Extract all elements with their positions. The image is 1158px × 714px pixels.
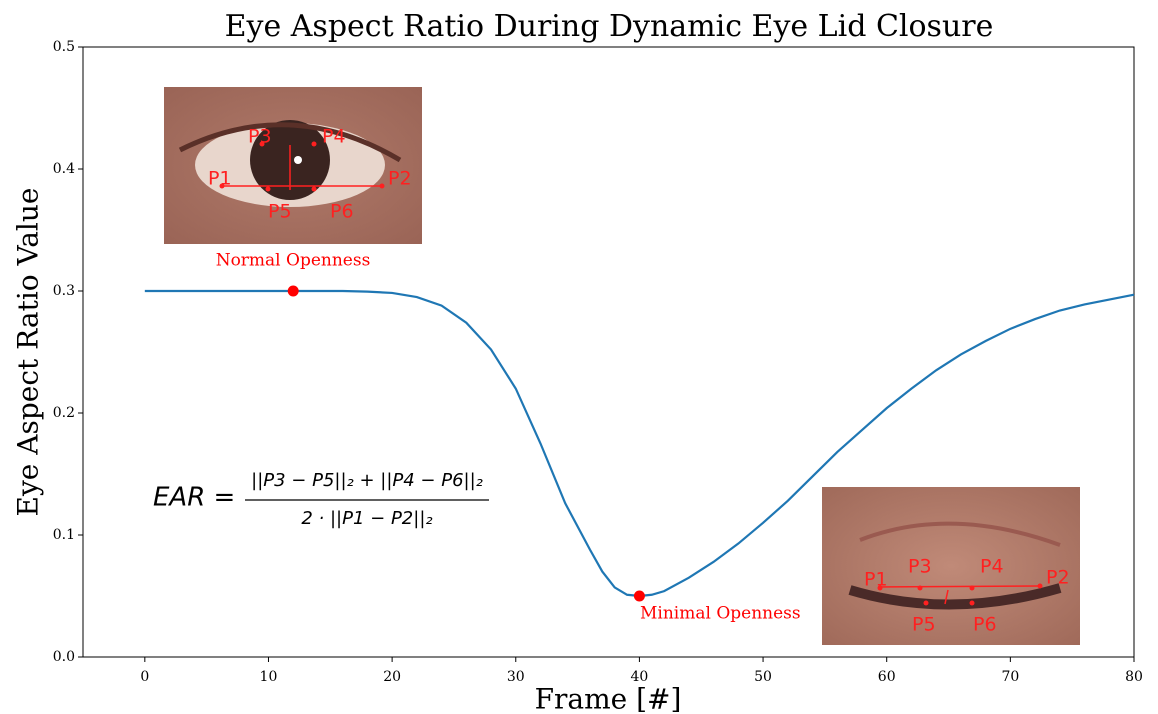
highlight-point [288, 286, 299, 297]
inset-minimal: P1 P2 P3 P4 P5 P6 [822, 487, 1080, 645]
x-tick-label: 70 [1001, 669, 1019, 685]
landmark-dot [312, 187, 317, 192]
x-tick-label: 10 [260, 669, 278, 685]
landmark-dot [924, 601, 929, 606]
x-axis-label: Frame [#] [535, 683, 682, 714]
annotation: Minimal Openness [640, 604, 801, 624]
landmark-label: P4 [980, 556, 1004, 578]
formula-denominator: 2 · ||P1 − P2||₂ [301, 508, 432, 529]
x-tick-label: 20 [383, 669, 401, 685]
landmark-label: P1 [208, 168, 232, 190]
y-tick-label: 0.2 [53, 405, 75, 421]
y-tick-label: 0.1 [53, 527, 75, 543]
x-tick-label: 40 [630, 669, 648, 685]
x-tick-label: 80 [1125, 669, 1143, 685]
x-tick-label: 30 [507, 669, 525, 685]
x-tick-label: 50 [754, 669, 772, 685]
chart-title: Eye Aspect Ratio During Dynamic Eye Lid … [225, 9, 994, 44]
inset-normal: P1 P2 P3 P4 P5 P6 [164, 87, 422, 244]
landmark-dot [266, 187, 271, 192]
glint [294, 156, 302, 164]
landmark-line [878, 586, 1040, 587]
formula-lhs: EAR = [153, 483, 235, 513]
y-axis-label: Eye Aspect Ratio Value [12, 188, 45, 517]
y-tick-label: 0.3 [53, 283, 75, 299]
landmark-label: P5 [912, 614, 936, 636]
landmark-dot [1038, 584, 1043, 589]
annotation: Normal Openness [216, 251, 371, 271]
landmark-label: P6 [330, 201, 354, 223]
formula-numerator: ||P3 − P5||₂ + ||P4 − P6||₂ [251, 470, 483, 491]
landmark-label: P1 [864, 569, 888, 591]
landmark-label: P6 [973, 614, 997, 636]
eye-image [822, 487, 1080, 645]
landmark-dot [970, 586, 975, 591]
x-tick-label: 0 [140, 669, 149, 685]
x-tick-label: 60 [878, 669, 896, 685]
chart: Eye Aspect Ratio During Dynamic Eye Lid … [0, 0, 1158, 714]
landmark-dot [312, 142, 317, 147]
y-tick-label: 0.4 [53, 161, 75, 177]
landmark-label: P3 [248, 126, 272, 148]
landmark-dot [380, 184, 385, 189]
landmark-dot [918, 586, 923, 591]
highlight-point [634, 591, 645, 602]
landmark-dot [970, 601, 975, 606]
y-tick-label: 0.5 [53, 39, 75, 55]
landmark-label: P3 [908, 556, 932, 578]
landmark-label: P2 [388, 168, 412, 190]
landmark-label: P2 [1046, 567, 1070, 589]
landmark-label: P5 [268, 201, 292, 223]
landmark-label: P4 [322, 126, 346, 148]
y-tick-label: 0.0 [53, 649, 75, 665]
